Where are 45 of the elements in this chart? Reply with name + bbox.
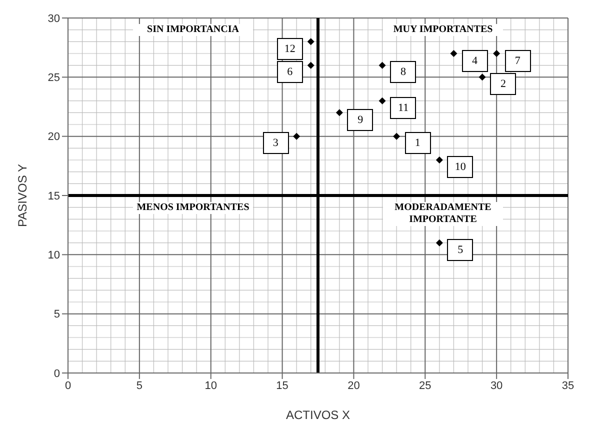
point — [436, 156, 443, 164]
point — [378, 62, 386, 69]
x-tick-label: 25 — [419, 380, 432, 392]
annotation: MUY IMPORTANTES — [383, 24, 503, 36]
x-tick-label: 15 — [276, 380, 288, 392]
y-tick-label: 15 — [48, 190, 60, 202]
y-tick-label: 20 — [48, 131, 60, 144]
annotation: SIN IMPORTANCIA — [133, 24, 253, 36]
annotation: MODERADAMENTE IMPORTANTE — [383, 202, 503, 226]
annotation: 2 — [490, 73, 516, 96]
annotation: 11 — [390, 96, 416, 119]
point — [436, 239, 443, 246]
x-tick-label: 10 — [204, 380, 217, 392]
annotation: 8 — [390, 61, 416, 84]
annotation: 3 — [262, 132, 289, 154]
annotation: 4 — [462, 50, 488, 72]
point — [378, 97, 386, 104]
y-tick-label: 10 — [48, 250, 60, 262]
y-tick-label: 25 — [48, 72, 60, 84]
point — [493, 50, 500, 57]
point — [307, 62, 314, 69]
x-tick-label: 30 — [490, 380, 503, 392]
x-tick-label: 35 — [562, 380, 574, 392]
point — [393, 132, 400, 140]
annotation: 5 — [447, 238, 474, 261]
point — [450, 50, 458, 57]
point — [336, 109, 343, 116]
point — [293, 132, 300, 140]
annotation: 7 — [504, 50, 531, 72]
point — [478, 74, 486, 81]
x-tick-label: 5 — [136, 380, 142, 392]
annotation: MENOS IMPORTANTES — [133, 202, 253, 214]
y-tick-label: 30 — [48, 12, 60, 25]
point — [307, 38, 314, 46]
annotation: 12 — [276, 38, 303, 60]
y-tick-label: 0 — [54, 368, 60, 380]
x-tick-label: 0 — [64, 380, 72, 392]
x-axis-title: ACTIVOS X — [286, 408, 350, 422]
x-tick-label: 20 — [348, 380, 360, 392]
annotation: 6 — [276, 61, 303, 84]
annotation: 10 — [447, 156, 474, 178]
annotation: 9 — [347, 108, 374, 131]
annotation: 1 — [404, 132, 431, 154]
y-tick-label: 5 — [54, 308, 60, 321]
y-axis-title: PASIVOS Y — [15, 164, 30, 227]
